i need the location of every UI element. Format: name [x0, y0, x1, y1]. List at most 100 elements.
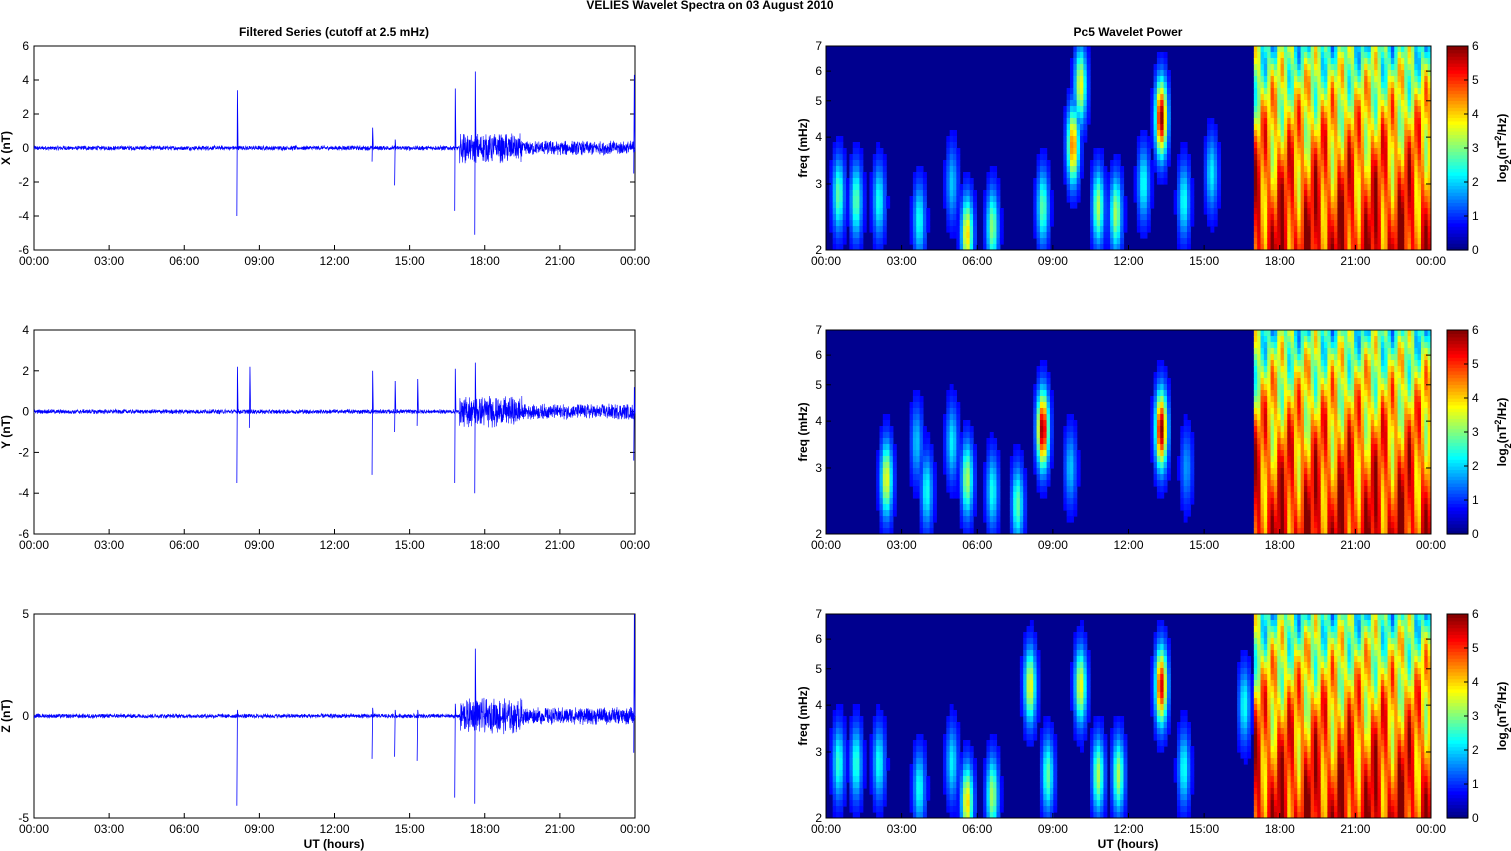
x-tick-label: 00:00	[620, 822, 650, 836]
heatmap-cell	[1293, 106, 1298, 113]
heatmap-cell	[1324, 360, 1328, 367]
heatmap-cell	[1390, 208, 1395, 215]
heatmap-cell	[1070, 444, 1074, 451]
heatmap-cell	[1263, 220, 1268, 227]
heatmap-cell	[1350, 220, 1355, 227]
heatmap-cell	[1320, 396, 1325, 403]
heatmap-cell	[1163, 372, 1168, 379]
heatmap-cell	[1290, 148, 1295, 155]
heatmap-cell	[1063, 160, 1068, 167]
heatmap-cell	[1033, 432, 1038, 439]
heatmap-cell	[1163, 88, 1168, 95]
heatmap-cell	[956, 450, 961, 457]
heatmap-cell	[882, 426, 887, 433]
heatmap-cell	[973, 510, 978, 517]
heatmap-cell	[1280, 70, 1285, 77]
heatmap-cell	[1407, 52, 1412, 59]
heatmap-cell	[1046, 474, 1051, 481]
heatmap-cell	[1314, 94, 1318, 101]
heatmap-cell	[1180, 438, 1185, 445]
heatmap-cell	[1277, 82, 1282, 89]
heatmap-cell	[882, 190, 887, 197]
heatmap-cell	[1160, 100, 1165, 107]
heatmap-cell	[1076, 100, 1081, 107]
heatmap-cell	[1427, 178, 1431, 185]
heatmap-cell	[1253, 220, 1258, 227]
heatmap-cell	[1036, 468, 1041, 475]
heatmap-cell	[879, 202, 884, 209]
heatmap-cell	[916, 402, 921, 409]
heatmap-cell	[1183, 148, 1188, 155]
heatmap-cell	[829, 184, 834, 191]
heatmap-cell	[1344, 232, 1349, 239]
heatmap-cell	[1046, 166, 1051, 173]
heatmap-cell	[1190, 438, 1195, 445]
heatmap-cell	[1300, 342, 1305, 349]
series-trace	[33, 133, 636, 164]
heatmap-cell	[1370, 136, 1375, 143]
heatmap-cell	[1410, 64, 1415, 71]
heatmap-cell	[1263, 498, 1268, 505]
heatmap-cell	[1103, 208, 1108, 215]
heatmap-cell	[1283, 94, 1288, 101]
heatmap-cell	[1283, 184, 1288, 191]
heatmap-cell	[1180, 208, 1185, 215]
heatmap-cell	[1380, 208, 1385, 215]
heatmap-cell	[1327, 384, 1332, 391]
heatmap-cell	[1290, 516, 1295, 523]
heatmap-cell	[1317, 486, 1322, 493]
heatmap-cell	[1303, 220, 1308, 227]
heatmap-cell	[949, 142, 954, 149]
heatmap-cell	[1324, 480, 1328, 487]
heatmap-cell	[1307, 88, 1312, 95]
heatmap-cell	[1310, 190, 1315, 197]
heatmap-cell	[1070, 178, 1074, 185]
heatmap-cell	[1273, 498, 1278, 505]
heatmap-cell	[956, 160, 961, 167]
heatmap-cell	[1360, 172, 1365, 179]
heatmap-cell	[942, 420, 947, 427]
heatmap-cell	[932, 498, 937, 505]
colorbar-cell	[1447, 117, 1468, 122]
heatmap-cell	[1287, 360, 1292, 367]
heatmap-cell	[1066, 456, 1071, 463]
heatmap-cell	[1186, 438, 1191, 445]
heatmap-cell	[963, 486, 967, 493]
heatmap-cell	[1327, 396, 1332, 403]
heatmap-cell	[1314, 70, 1318, 77]
heatmap-cell	[942, 432, 947, 439]
heatmap-cell	[1337, 136, 1342, 143]
heatmap-cell	[1163, 172, 1168, 179]
heatmap-cell	[1270, 378, 1275, 385]
heatmap-cell	[1380, 166, 1385, 173]
heatmap-cell	[862, 178, 867, 185]
heatmap-cell	[1427, 82, 1431, 89]
heatmap-cell	[1293, 136, 1298, 143]
heatmap-cell	[856, 154, 861, 161]
heatmap-cell	[1073, 486, 1078, 493]
heatmap-cell	[1150, 106, 1155, 113]
heatmap-cell	[912, 420, 917, 427]
heatmap-cell	[1354, 112, 1359, 119]
heatmap-cell	[1143, 130, 1148, 137]
heatmap-cell	[1066, 498, 1071, 505]
heatmap-cell	[1300, 474, 1305, 481]
heatmap-cell	[1417, 64, 1422, 71]
heatmap-cell	[1357, 88, 1362, 95]
heatmap-cell	[1156, 70, 1161, 77]
heatmap-cell	[946, 468, 951, 475]
heatmap-cell	[862, 208, 867, 215]
heatmap-cell	[1190, 444, 1195, 451]
heatmap-cell	[1070, 172, 1074, 179]
heatmap-cell	[1337, 238, 1342, 245]
heatmap-cell	[1253, 456, 1258, 463]
heatmap-cell	[1070, 118, 1074, 125]
heatmap-cell	[1400, 118, 1405, 125]
heatmap-cell	[1350, 196, 1355, 203]
heatmap-cell	[1400, 178, 1405, 185]
heatmap-cell	[1063, 136, 1068, 143]
heatmap-cell	[1013, 516, 1018, 523]
heatmap-cell	[1270, 238, 1275, 245]
heatmap-cell	[909, 456, 914, 463]
heatmap-cell	[1156, 384, 1161, 391]
